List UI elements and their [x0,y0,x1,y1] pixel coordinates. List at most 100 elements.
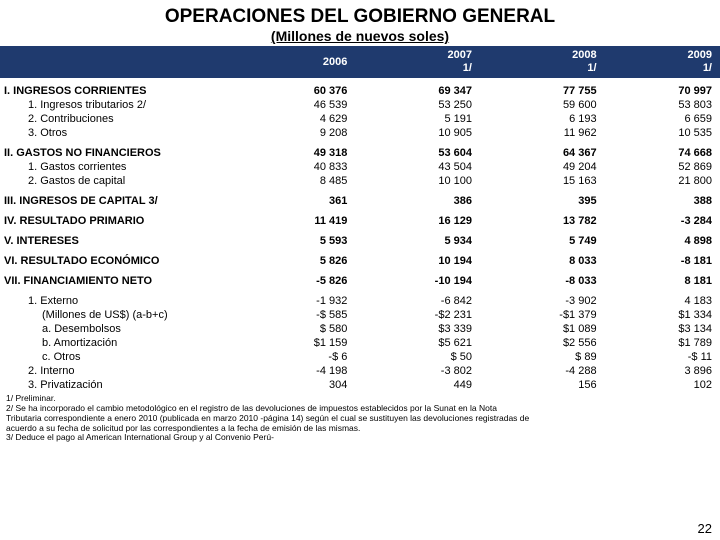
row-value: 304 [240,378,355,392]
table-row: 1. Externo-1 932-6 842-3 9024 183 [0,294,720,308]
table-row: 1. Ingresos tributarios 2/46 53953 25059… [0,98,720,112]
row-value: 69 347 [355,84,480,98]
row-value: $ 50 [355,350,480,364]
row-value: $2 556 [480,336,605,350]
row-value: 52 869 [605,160,720,174]
row-value: -$1 379 [480,308,605,322]
row-value: -8 181 [605,254,720,268]
row-value: 53 250 [355,98,480,112]
row-label: 2. Interno [0,364,240,378]
row-value: $3 134 [605,322,720,336]
row-value: -$ 11 [605,350,720,364]
row-value: $1 334 [605,308,720,322]
row-value: $1 159 [240,336,355,350]
row-label: VI. RESULTADO ECONÓMICO [0,254,240,268]
row-value: 6 659 [605,112,720,126]
row-value: 43 504 [355,160,480,174]
row-value: 361 [240,194,355,208]
row-label: II. GASTOS NO FINANCIEROS [0,146,240,160]
row-value: 5 191 [355,112,480,126]
row-value: 102 [605,378,720,392]
row-value: 11 962 [480,126,605,140]
row-value: 77 755 [480,84,605,98]
row-value: -8 033 [480,274,605,288]
table-row: a. Desembolsos$ 580$3 339$1 089$3 134 [0,322,720,336]
row-label: V. INTERESES [0,234,240,248]
row-value: -$2 231 [355,308,480,322]
table-row: III. INGRESOS DE CAPITAL 3/361386395388 [0,194,720,208]
row-value: 4 183 [605,294,720,308]
row-value: $5 621 [355,336,480,350]
row-label: 1. Gastos corrientes [0,160,240,174]
data-table: 200620071/20081/20091/ I. INGRESOS CORRI… [0,46,720,392]
row-value: $1 789 [605,336,720,350]
footnote-line: 3/ Deduce el pago al American Internatio… [6,433,714,443]
page-number: 22 [698,521,712,536]
row-label: b. Amortización [0,336,240,350]
col-year: 20071/ [355,46,480,78]
row-value: 46 539 [240,98,355,112]
table-row: VI. RESULTADO ECONÓMICO5 82610 1948 033-… [0,254,720,268]
table-row: 1. Gastos corrientes40 83343 50449 20452… [0,160,720,174]
row-value: 64 367 [480,146,605,160]
table-row: VII. FINANCIAMIENTO NETO-5 826-10 194-8 … [0,274,720,288]
row-value: -$ 585 [240,308,355,322]
row-value: 15 163 [480,174,605,188]
row-label: (Millones de US$) (a-b+c) [0,308,240,322]
row-value: -3 902 [480,294,605,308]
row-value: 6 193 [480,112,605,126]
table-row: (Millones de US$) (a-b+c)-$ 585-$2 231-$… [0,308,720,322]
row-value: 5 934 [355,234,480,248]
row-value: 4 898 [605,234,720,248]
col-year: 2006 [240,46,355,78]
row-label: c. Otros [0,350,240,364]
row-value: 11 419 [240,214,355,228]
row-value: 449 [355,378,480,392]
row-value: -$ 6 [240,350,355,364]
row-value: 70 997 [605,84,720,98]
row-value: 5 826 [240,254,355,268]
row-value: 4 629 [240,112,355,126]
row-label: I. INGRESOS CORRIENTES [0,84,240,98]
row-value: 9 208 [240,126,355,140]
row-value: $3 339 [355,322,480,336]
row-value: -4 198 [240,364,355,378]
row-label: 2. Contribuciones [0,112,240,126]
row-label: 3. Privatización [0,378,240,392]
row-value: 10 535 [605,126,720,140]
page-subtitle: (Millones de nuevos soles) [0,28,720,46]
table-row: b. Amortización$1 159$5 621$2 556$1 789 [0,336,720,350]
row-label: IV. RESULTADO PRIMARIO [0,214,240,228]
table-row: 2. Interno-4 198-3 802-4 2883 896 [0,364,720,378]
row-value: 386 [355,194,480,208]
row-value: 53 803 [605,98,720,112]
row-value: 8 485 [240,174,355,188]
row-value: 49 204 [480,160,605,174]
footnotes: 1/ Preliminar.2/ Se ha incorporado el ca… [0,392,720,443]
row-value: 10 905 [355,126,480,140]
row-label: 1. Externo [0,294,240,308]
row-value: 40 833 [240,160,355,174]
table-row: c. Otros-$ 6$ 50$ 89-$ 11 [0,350,720,364]
row-label: 3. Otros [0,126,240,140]
row-value: 53 604 [355,146,480,160]
table-row: 3. Privatización304449156102 [0,378,720,392]
row-value: 16 129 [355,214,480,228]
row-value: 49 318 [240,146,355,160]
row-label: III. INGRESOS DE CAPITAL 3/ [0,194,240,208]
row-value: 5 593 [240,234,355,248]
row-value: 395 [480,194,605,208]
row-value: $ 89 [480,350,605,364]
row-value: $ 580 [240,322,355,336]
row-value: 10 194 [355,254,480,268]
col-label [0,46,240,78]
row-label: 2. Gastos de capital [0,174,240,188]
row-value: 388 [605,194,720,208]
row-value: -10 194 [355,274,480,288]
row-value: 13 782 [480,214,605,228]
row-value: -3 802 [355,364,480,378]
table-row: I. INGRESOS CORRIENTES60 37669 34777 755… [0,84,720,98]
row-value: 8 033 [480,254,605,268]
table-row: 2. Gastos de capital8 48510 10015 16321 … [0,174,720,188]
row-label: VII. FINANCIAMIENTO NETO [0,274,240,288]
